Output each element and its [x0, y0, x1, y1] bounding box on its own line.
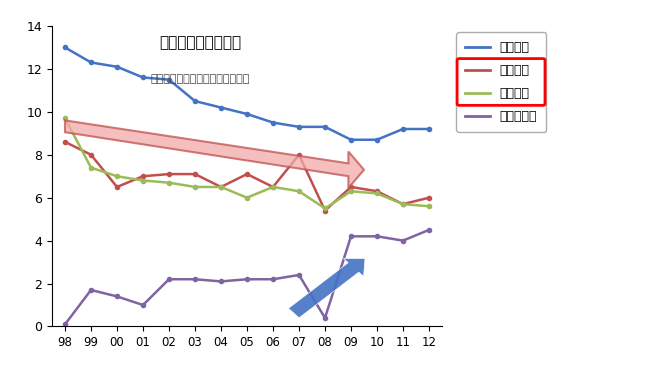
北米企業	[347, 138, 355, 142]
北米企業	[243, 112, 251, 116]
北米企業	[87, 60, 95, 65]
欧州企業	[139, 178, 147, 183]
欧州企業	[269, 185, 277, 189]
アジア企業	[399, 239, 407, 243]
アジア企業	[165, 277, 173, 282]
アジア企業	[191, 277, 199, 282]
北米企業	[139, 75, 147, 80]
北米企業	[217, 105, 225, 110]
欧州企業	[321, 206, 329, 211]
欧州企業	[347, 189, 355, 194]
アジア企業	[139, 303, 147, 307]
北米企業	[191, 99, 199, 103]
欧州企業	[165, 180, 173, 185]
Text: （利益率と売上シェアから算出）: （利益率と売上シェアから算出）	[151, 74, 250, 84]
北米企業	[295, 125, 303, 129]
欧州企業	[295, 189, 303, 194]
北米企業	[113, 65, 121, 69]
欧州企業	[217, 185, 225, 189]
日本企業	[165, 172, 173, 176]
アジア企業	[347, 234, 355, 239]
Line: 北米企業: 北米企業	[63, 45, 431, 142]
北米企業	[399, 127, 407, 131]
欧州企業	[191, 185, 199, 189]
欧州企業	[61, 116, 69, 121]
日本企業	[243, 172, 251, 176]
日本企業	[347, 185, 355, 189]
日本企業	[269, 185, 277, 189]
Polygon shape	[65, 121, 364, 188]
日本企業	[295, 152, 303, 157]
日本企業	[217, 185, 225, 189]
アジア企業	[61, 322, 69, 326]
アジア企業	[113, 294, 121, 299]
Text: 製造業の競争力指数: 製造業の競争力指数	[159, 35, 241, 50]
日本企業	[113, 185, 121, 189]
欧州企業	[373, 191, 381, 196]
アジア企業	[373, 234, 381, 239]
北米企業	[321, 125, 329, 129]
Line: 欧州企業: 欧州企業	[63, 116, 431, 210]
日本企業	[139, 174, 147, 178]
日本企業	[399, 202, 407, 206]
欧州企業	[243, 196, 251, 200]
アジア企業	[217, 279, 225, 283]
欧州企業	[113, 174, 121, 178]
北米企業	[373, 138, 381, 142]
アジア企業	[321, 316, 329, 320]
日本企業	[321, 209, 329, 213]
欧州企業	[87, 165, 95, 170]
北米企業	[61, 45, 69, 50]
Polygon shape	[289, 259, 365, 318]
欧州企業	[399, 202, 407, 206]
アジア企業	[269, 277, 277, 282]
北米企業	[165, 78, 173, 82]
Line: アジア企業: アジア企業	[63, 228, 431, 326]
Line: 日本企業: 日本企業	[63, 140, 431, 213]
日本企業	[373, 189, 381, 194]
日本企業	[61, 139, 69, 144]
アジア企業	[425, 228, 433, 232]
アジア企業	[295, 273, 303, 277]
Legend: 北米企業, 日本企業, 欧州企業, アジア企業: 北米企業, 日本企業, 欧州企業, アジア企業	[456, 32, 546, 132]
欧州企業	[425, 204, 433, 209]
日本企業	[87, 152, 95, 157]
北米企業	[425, 127, 433, 131]
日本企業	[425, 196, 433, 200]
アジア企業	[243, 277, 251, 282]
日本企業	[191, 172, 199, 176]
アジア企業	[87, 288, 95, 292]
北米企業	[269, 120, 277, 125]
